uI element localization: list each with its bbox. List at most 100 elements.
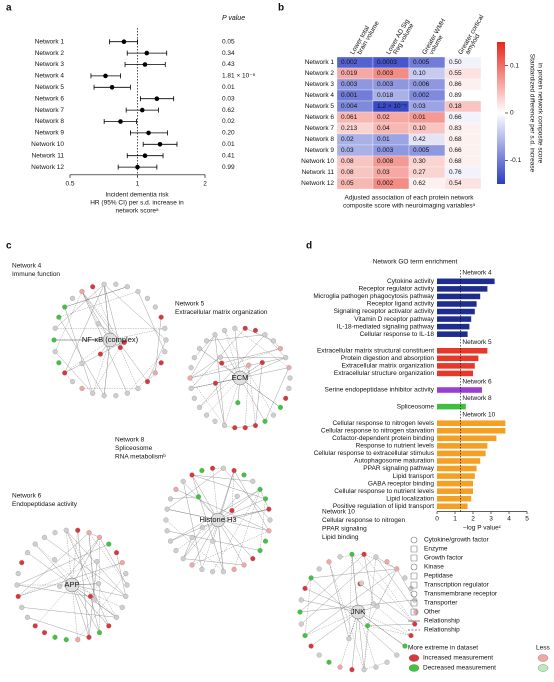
network-node xyxy=(232,425,238,431)
network-node xyxy=(144,295,151,301)
network-node xyxy=(361,551,367,557)
bar xyxy=(437,308,475,315)
network-edge xyxy=(27,552,73,586)
cell-label: 0.42 xyxy=(413,136,426,143)
network-edge xyxy=(137,362,162,389)
row-label: Network 5 xyxy=(35,84,65,91)
network-node xyxy=(384,659,390,665)
x-tick-label: 0.5 xyxy=(65,181,74,188)
network-edge xyxy=(206,334,266,342)
legend-label: Decreased measurement xyxy=(423,665,496,672)
network-node xyxy=(19,604,25,610)
row-label: Network 6 xyxy=(35,95,65,102)
network-node xyxy=(123,571,129,577)
row-label: Network 8 xyxy=(35,118,65,125)
network-node xyxy=(270,412,277,418)
network-edge xyxy=(183,527,203,559)
colorbar-tick-label: 0 xyxy=(510,110,514,117)
network-title: Endopeptidase activity xyxy=(12,501,78,508)
cell-label: 0.006 xyxy=(413,81,430,88)
network-node xyxy=(57,583,63,589)
network-edge xyxy=(328,561,350,639)
estimate-point xyxy=(154,96,160,101)
network-edge xyxy=(364,662,388,670)
network-edge xyxy=(239,357,286,379)
network-node xyxy=(316,566,322,572)
network-edge xyxy=(127,351,165,394)
bar xyxy=(437,278,495,285)
network-node xyxy=(101,281,107,287)
network-node xyxy=(96,630,103,636)
network-node xyxy=(262,418,268,424)
panel-label: c xyxy=(6,241,12,252)
bar-label: Cellular response to nitrogen starvation xyxy=(321,427,434,434)
estimate-point xyxy=(103,73,108,79)
network-node xyxy=(56,360,62,366)
estimate-point xyxy=(121,39,127,44)
network-node xyxy=(164,506,170,512)
row-label: Network 2 xyxy=(305,70,335,77)
network-node xyxy=(337,664,343,670)
network-edge xyxy=(100,341,123,355)
network-edge xyxy=(310,611,359,647)
bar xyxy=(437,480,473,487)
bar-label: Cellular response to nitrogen levels xyxy=(332,420,434,427)
network-edge xyxy=(55,291,83,352)
network-title: Spliceosome xyxy=(115,445,153,452)
network-node xyxy=(220,465,226,471)
row-label: Network 4 xyxy=(305,92,335,99)
network-node xyxy=(203,338,210,344)
bar-label: Serine endopeptidase inhibitor activity xyxy=(325,387,435,394)
network-edge xyxy=(239,367,289,379)
network-edge xyxy=(217,489,261,521)
x-tick-label: 4 xyxy=(507,515,511,522)
network-node xyxy=(384,559,390,565)
network-edge xyxy=(304,588,359,613)
network-node xyxy=(349,551,355,557)
network-node xyxy=(56,314,62,320)
hub-node xyxy=(232,370,248,386)
network-node xyxy=(19,560,25,566)
network-title: Cellular response to nitrogen xyxy=(322,517,405,524)
legend-header: More extreme in dataset xyxy=(408,645,478,652)
cell-label: 0.08 xyxy=(341,158,354,165)
row-label: Network 1 xyxy=(305,59,335,66)
network-node xyxy=(162,325,168,331)
network-title: Network 10 xyxy=(322,509,355,516)
bar-label: Autophagosome maturation xyxy=(354,458,434,465)
network-edge xyxy=(304,568,397,636)
network-node xyxy=(15,571,21,577)
legend-header: Less xyxy=(536,645,550,652)
network-node xyxy=(195,494,202,500)
network-edge xyxy=(18,561,98,597)
group-label: Network 10 xyxy=(462,412,495,419)
colorbar-label: in protein network composite score xyxy=(536,63,543,164)
bar-label: IL-18-mediated signaling pathway xyxy=(337,323,435,330)
network-node xyxy=(196,346,203,352)
cell-label: 0.05 xyxy=(341,180,354,187)
bar xyxy=(437,301,477,307)
network-node xyxy=(229,507,235,514)
bar xyxy=(437,488,473,494)
network-edge xyxy=(81,291,111,341)
network-edge xyxy=(363,554,415,625)
legend-label: Relationship xyxy=(424,618,460,625)
network-node xyxy=(250,556,256,562)
legend-label: Growth factor xyxy=(424,555,464,562)
cell-label: 0.005 xyxy=(413,59,430,66)
network-edge xyxy=(189,357,286,379)
network-edge xyxy=(375,556,417,613)
network-edge xyxy=(224,330,274,416)
cell-label: 0.10 xyxy=(413,125,426,132)
network-edge xyxy=(21,607,117,618)
legend-swatch xyxy=(537,664,549,672)
network-node xyxy=(106,541,112,547)
cell-label: 0.66 xyxy=(449,147,462,154)
row-label: Network 5 xyxy=(305,103,335,110)
network-edge xyxy=(16,543,109,586)
bar xyxy=(437,503,468,510)
network-node xyxy=(79,288,85,295)
network-node xyxy=(212,418,218,424)
network-node xyxy=(412,621,418,627)
network-node xyxy=(96,534,103,540)
